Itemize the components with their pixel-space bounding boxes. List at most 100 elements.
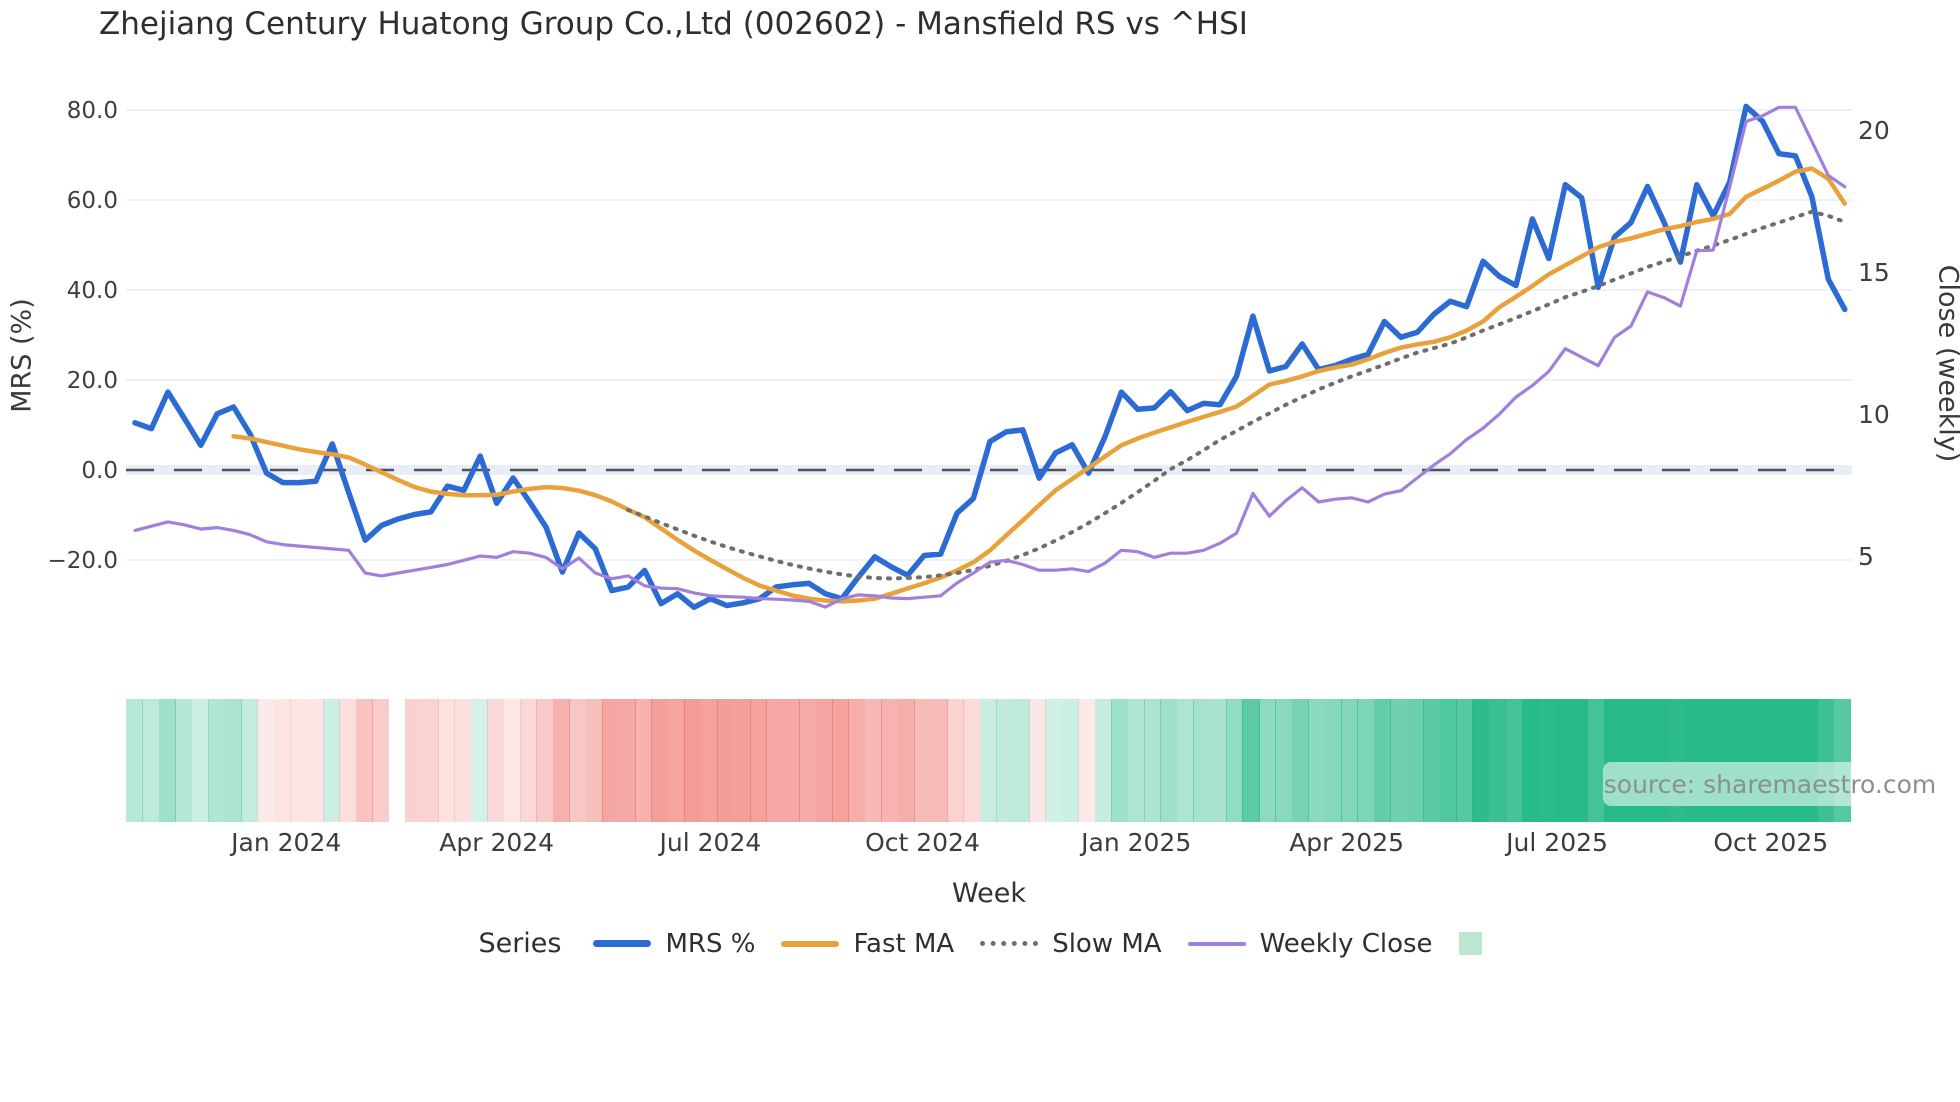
legend-item-mrs-: MRS % (593, 929, 755, 959)
heatmap-cell (372, 699, 390, 822)
x-tick-label: Oct 2024 (865, 828, 980, 857)
heatmap-cell (1455, 699, 1473, 822)
heatmap-cell (224, 699, 242, 822)
heatmap-cell (405, 699, 423, 822)
heatmap-cell (1390, 699, 1408, 822)
right-axis-tick: 5 (1858, 542, 1874, 571)
series-line-weekly-close (133, 105, 1847, 609)
x-tick-label: Jul 2024 (659, 828, 762, 857)
heatmap-cell (897, 699, 915, 822)
zero-band (126, 465, 1852, 475)
heatmap-cell (339, 699, 357, 822)
heatmap-cell (240, 699, 258, 822)
heatmap-cell (1127, 699, 1145, 822)
left-axis-tick: 0.0 (81, 458, 118, 484)
x-tick-label: Apr 2025 (1289, 828, 1405, 857)
heatmap-cell (1554, 699, 1572, 822)
heatmap-cell (306, 699, 324, 822)
heatmap-cell (126, 699, 144, 822)
x-tick-label: Jan 2025 (1081, 828, 1192, 857)
x-axis-title: Week (952, 878, 1026, 909)
plot-canvas: 80.0 60.0 40.0 20.0 0.0 −20.0 20 15 10 5 (48, 98, 1890, 611)
heatmap-cell (782, 699, 800, 822)
heatmap-cell (158, 699, 176, 822)
heatmap-cell (1570, 699, 1588, 822)
heatmap-cell (1587, 699, 1605, 822)
line-swatch-icon (593, 940, 652, 947)
x-tick-label: Apr 2024 (439, 828, 555, 857)
heatmap-cell (1209, 699, 1227, 822)
heatmap-cell (142, 699, 160, 822)
left-axis-title: MRS (%) (6, 298, 38, 413)
heatmap-cell (1275, 699, 1293, 822)
legend-item-heatmap (1458, 932, 1482, 955)
heatmap-cell (175, 699, 193, 822)
heatmap-cell (1341, 699, 1359, 822)
left-axis-tick: −20.0 (48, 548, 118, 574)
heatmap-cell (569, 699, 587, 822)
legend-item-label: Weekly Close (1259, 928, 1433, 959)
heatmap-cell (437, 699, 455, 822)
heatmap-cell (323, 699, 341, 822)
heatmap-cell (536, 699, 554, 822)
heatmap-cell (1143, 699, 1161, 822)
heatmap-cell (1029, 699, 1047, 822)
heatmap-cell (290, 699, 308, 822)
heatmap-cell (1357, 699, 1375, 822)
heatmap-cell (832, 699, 850, 822)
right-axis-tick: 20 (1858, 116, 1890, 145)
right-axis-tick: 15 (1858, 258, 1890, 287)
heatmap-cell (1176, 699, 1194, 822)
heatmap-cell (1160, 699, 1178, 822)
heatmap-cell (1373, 699, 1391, 822)
heatmap-cell (815, 699, 833, 822)
heatmap-cell (1111, 699, 1129, 822)
heatmap-cell (470, 699, 488, 822)
heatmap-cell (1045, 699, 1063, 822)
heatmap-cell (191, 699, 209, 822)
heatmap-cell (1291, 699, 1309, 822)
heatmap-cell (996, 699, 1014, 822)
series-line-fast-ma (231, 166, 1848, 604)
heatmap-cell (700, 699, 718, 822)
heatmap-cell (749, 699, 767, 822)
right-axis-title: Close (weekly) (1932, 264, 1960, 463)
heatmap-cell (684, 699, 702, 822)
line-swatch-icon (980, 941, 1039, 946)
x-tick-label: Jan 2024 (231, 828, 342, 857)
heatmap-cell (1324, 699, 1342, 822)
heatmap-cell (733, 699, 751, 822)
heatmap-cell (421, 699, 439, 822)
series-line-mrs- (132, 103, 1848, 611)
heatmap-cell (1406, 699, 1424, 822)
heatmap-cell (520, 699, 538, 822)
x-tick-label: Jul 2025 (1506, 828, 1608, 857)
heatmap-cell (355, 699, 373, 822)
heatmap-cell (1094, 699, 1112, 822)
heatmap-cell (1439, 699, 1457, 822)
heatmap-cell (487, 699, 505, 822)
legend-item-label: MRS % (665, 928, 756, 959)
right-axis-tick: 10 (1858, 400, 1890, 429)
left-axis-tick: 40.0 (67, 278, 118, 304)
heatmap-cell (881, 699, 899, 822)
heatmap-cell (1242, 699, 1260, 822)
heatmap-cell (930, 699, 948, 822)
heatmap-cell (963, 699, 981, 822)
heatmap-cell (208, 699, 226, 822)
legend-item-label: Slow MA (1052, 928, 1162, 959)
left-axis-tick: 60.0 (67, 188, 118, 214)
heatmap-cell (946, 699, 964, 822)
heatmap-cell (1061, 699, 1079, 822)
chart-title: Zhejiang Century Huatong Group Co.,Ltd (… (99, 6, 1248, 42)
heatmap-cell (979, 699, 997, 822)
heatmap-cell (1505, 699, 1523, 822)
heatmap-cell (634, 699, 652, 822)
heatmap-cell (273, 699, 291, 822)
heatmap-cell (552, 699, 570, 822)
line-swatch-icon (781, 940, 840, 947)
heatmap-cell (914, 699, 932, 822)
heatmap-cell (618, 699, 636, 822)
legend-item-slow-ma: Slow MA (980, 928, 1162, 959)
heatmap-cell (1012, 699, 1030, 822)
